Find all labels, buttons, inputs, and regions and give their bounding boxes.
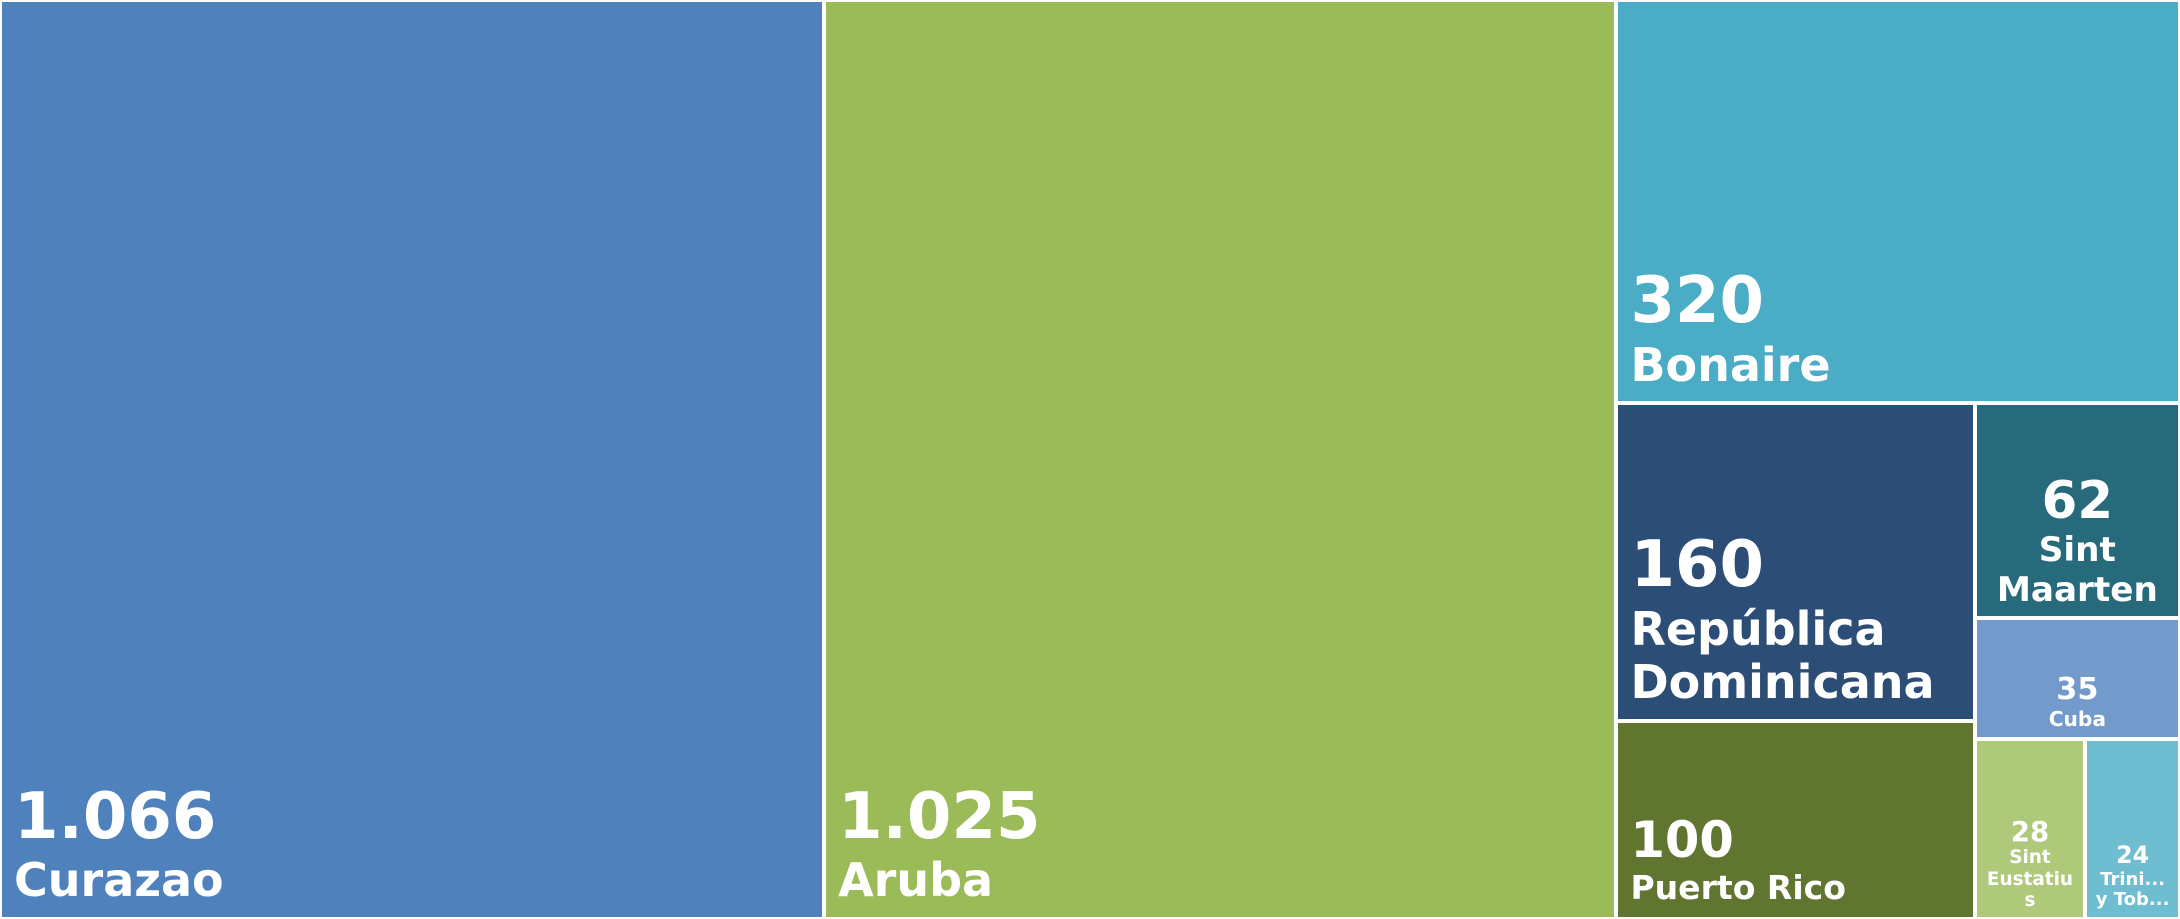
treemap-cell: 100 Puerto Rico xyxy=(1616,720,1975,919)
category-label: Curazao xyxy=(14,853,224,908)
category-label: Puerto Rico xyxy=(1630,867,1846,907)
value-label: 28 xyxy=(2010,814,2050,848)
value-label: 320 xyxy=(1630,263,1765,338)
treemap-cell: 24 Trini... y Tob... xyxy=(2085,739,2180,919)
treemap-cell: 28 Sint Eustatius xyxy=(1974,739,2086,919)
value-label: 1.025 xyxy=(838,779,1041,854)
value-label: 100 xyxy=(1630,810,1734,869)
treemap-cell: 320 Bonaire xyxy=(1616,0,2180,404)
category-label: Aruba xyxy=(838,853,994,908)
category-label: Sint Eustatius xyxy=(1986,847,2073,911)
category-label: Bonaire xyxy=(1630,337,1831,392)
treemap-cell: 160 República Dominicana xyxy=(1616,403,1975,721)
treemap-cell: 1.025 Aruba xyxy=(824,0,1617,919)
treemap-cell: 35 Cuba xyxy=(1974,617,2180,740)
category-label: Sint Maarten xyxy=(1996,530,2158,610)
value-label: 24 xyxy=(2116,841,2150,870)
value-label: 1.066 xyxy=(14,779,217,854)
category-label: República Dominicana xyxy=(1630,601,1935,709)
value-label: 160 xyxy=(1630,528,1765,603)
category-label: Trini... y Tob... xyxy=(2095,868,2170,911)
category-label: Cuba xyxy=(2048,706,2106,731)
value-label: 35 xyxy=(2056,672,2099,708)
treemap-cell: 1.066 Curazao xyxy=(0,0,825,919)
treemap-cell: 62 Sint Maarten xyxy=(1974,403,2180,618)
value-label: 62 xyxy=(2041,471,2114,532)
